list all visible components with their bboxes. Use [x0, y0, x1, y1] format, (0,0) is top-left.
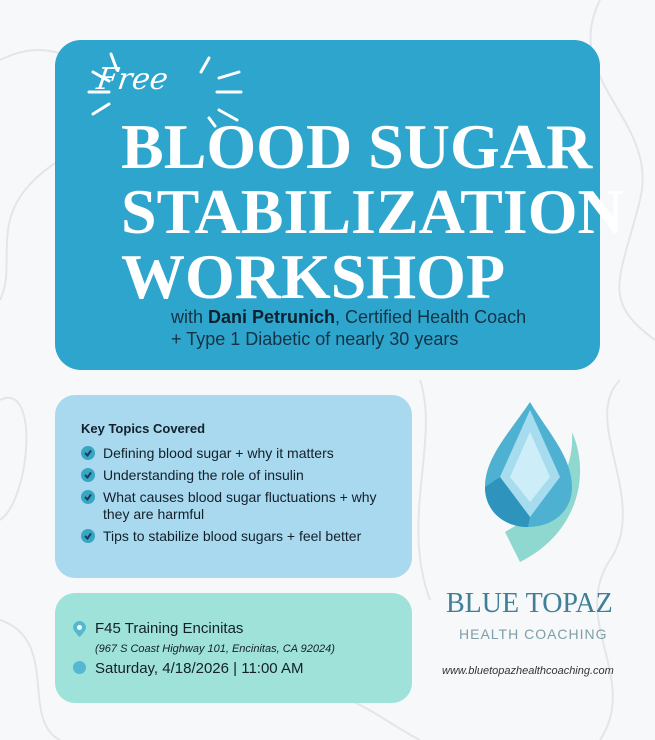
venue-name: F45 Training Encinitas	[95, 620, 244, 637]
topics-heading: Key Topics Covered	[81, 421, 206, 436]
topic-text: Tips to stabilize blood sugars + feel be…	[103, 528, 362, 544]
topic-item: Tips to stabilize blood sugars + feel be…	[81, 528, 403, 545]
venue-address: (967 S Coast Highway 101, Encinitas, CA …	[95, 643, 335, 655]
key-topics-card: Key Topics Covered Defining blood sugar …	[55, 395, 412, 578]
brand-name: BLUE TOPAZ	[446, 588, 613, 619]
title-line: WORKSHOP	[121, 241, 506, 312]
workshop-hero-card: Free BLOOD SUGAR STABILIZATION WORKSHOP …	[55, 40, 624, 370]
topic-item: Understanding the role of insulin	[81, 467, 403, 484]
host-name: Dani Petrunich	[208, 307, 336, 327]
event-datetime: Saturday, 4/18/2026 | 11:00 AM	[95, 660, 304, 677]
event-details-card: F45 Training Encinitas (967 S Coast High…	[55, 593, 412, 703]
checkmark-icon	[81, 490, 95, 504]
checkmark-icon	[81, 529, 95, 543]
topic-item: What causes blood sugar fluctuations + w…	[81, 489, 403, 523]
checkmark-icon	[81, 446, 95, 460]
topics-list: Defining blood sugar + why it matters Un…	[81, 445, 403, 550]
calendar-icon	[73, 661, 86, 674]
topic-text: Defining blood sugar + why it matters	[103, 445, 334, 461]
location-pin-icon	[73, 621, 86, 637]
sparkle-burst-icon	[87, 52, 243, 128]
title-line: STABILIZATION	[121, 176, 624, 247]
title-line: BLOOD SUGAR	[121, 111, 593, 182]
subtitle-prefix: with	[171, 307, 209, 327]
topic-text: Understanding the role of insulin	[103, 467, 304, 483]
free-badge: Free	[94, 62, 171, 97]
brand-tagline: HEALTH COACHING	[459, 626, 608, 642]
website-link[interactable]: www.bluetopazhealthcoaching.com	[442, 665, 614, 677]
topic-text: What causes blood sugar fluctuations + w…	[103, 489, 377, 522]
blue-topaz-gem-logo	[485, 402, 581, 562]
subtitle-line2: + Type 1 Diabetic of nearly 30 years	[171, 329, 459, 349]
checkmark-icon	[81, 468, 95, 482]
workshop-title: BLOOD SUGAR STABILIZATION WORKSHOP	[121, 114, 624, 309]
host-subtitle: with Dani Petrunich, Certified Health Co…	[171, 306, 526, 350]
subtitle-credentials: , Certified Health Coach	[335, 307, 527, 327]
topic-item: Defining blood sugar + why it matters	[81, 445, 403, 462]
